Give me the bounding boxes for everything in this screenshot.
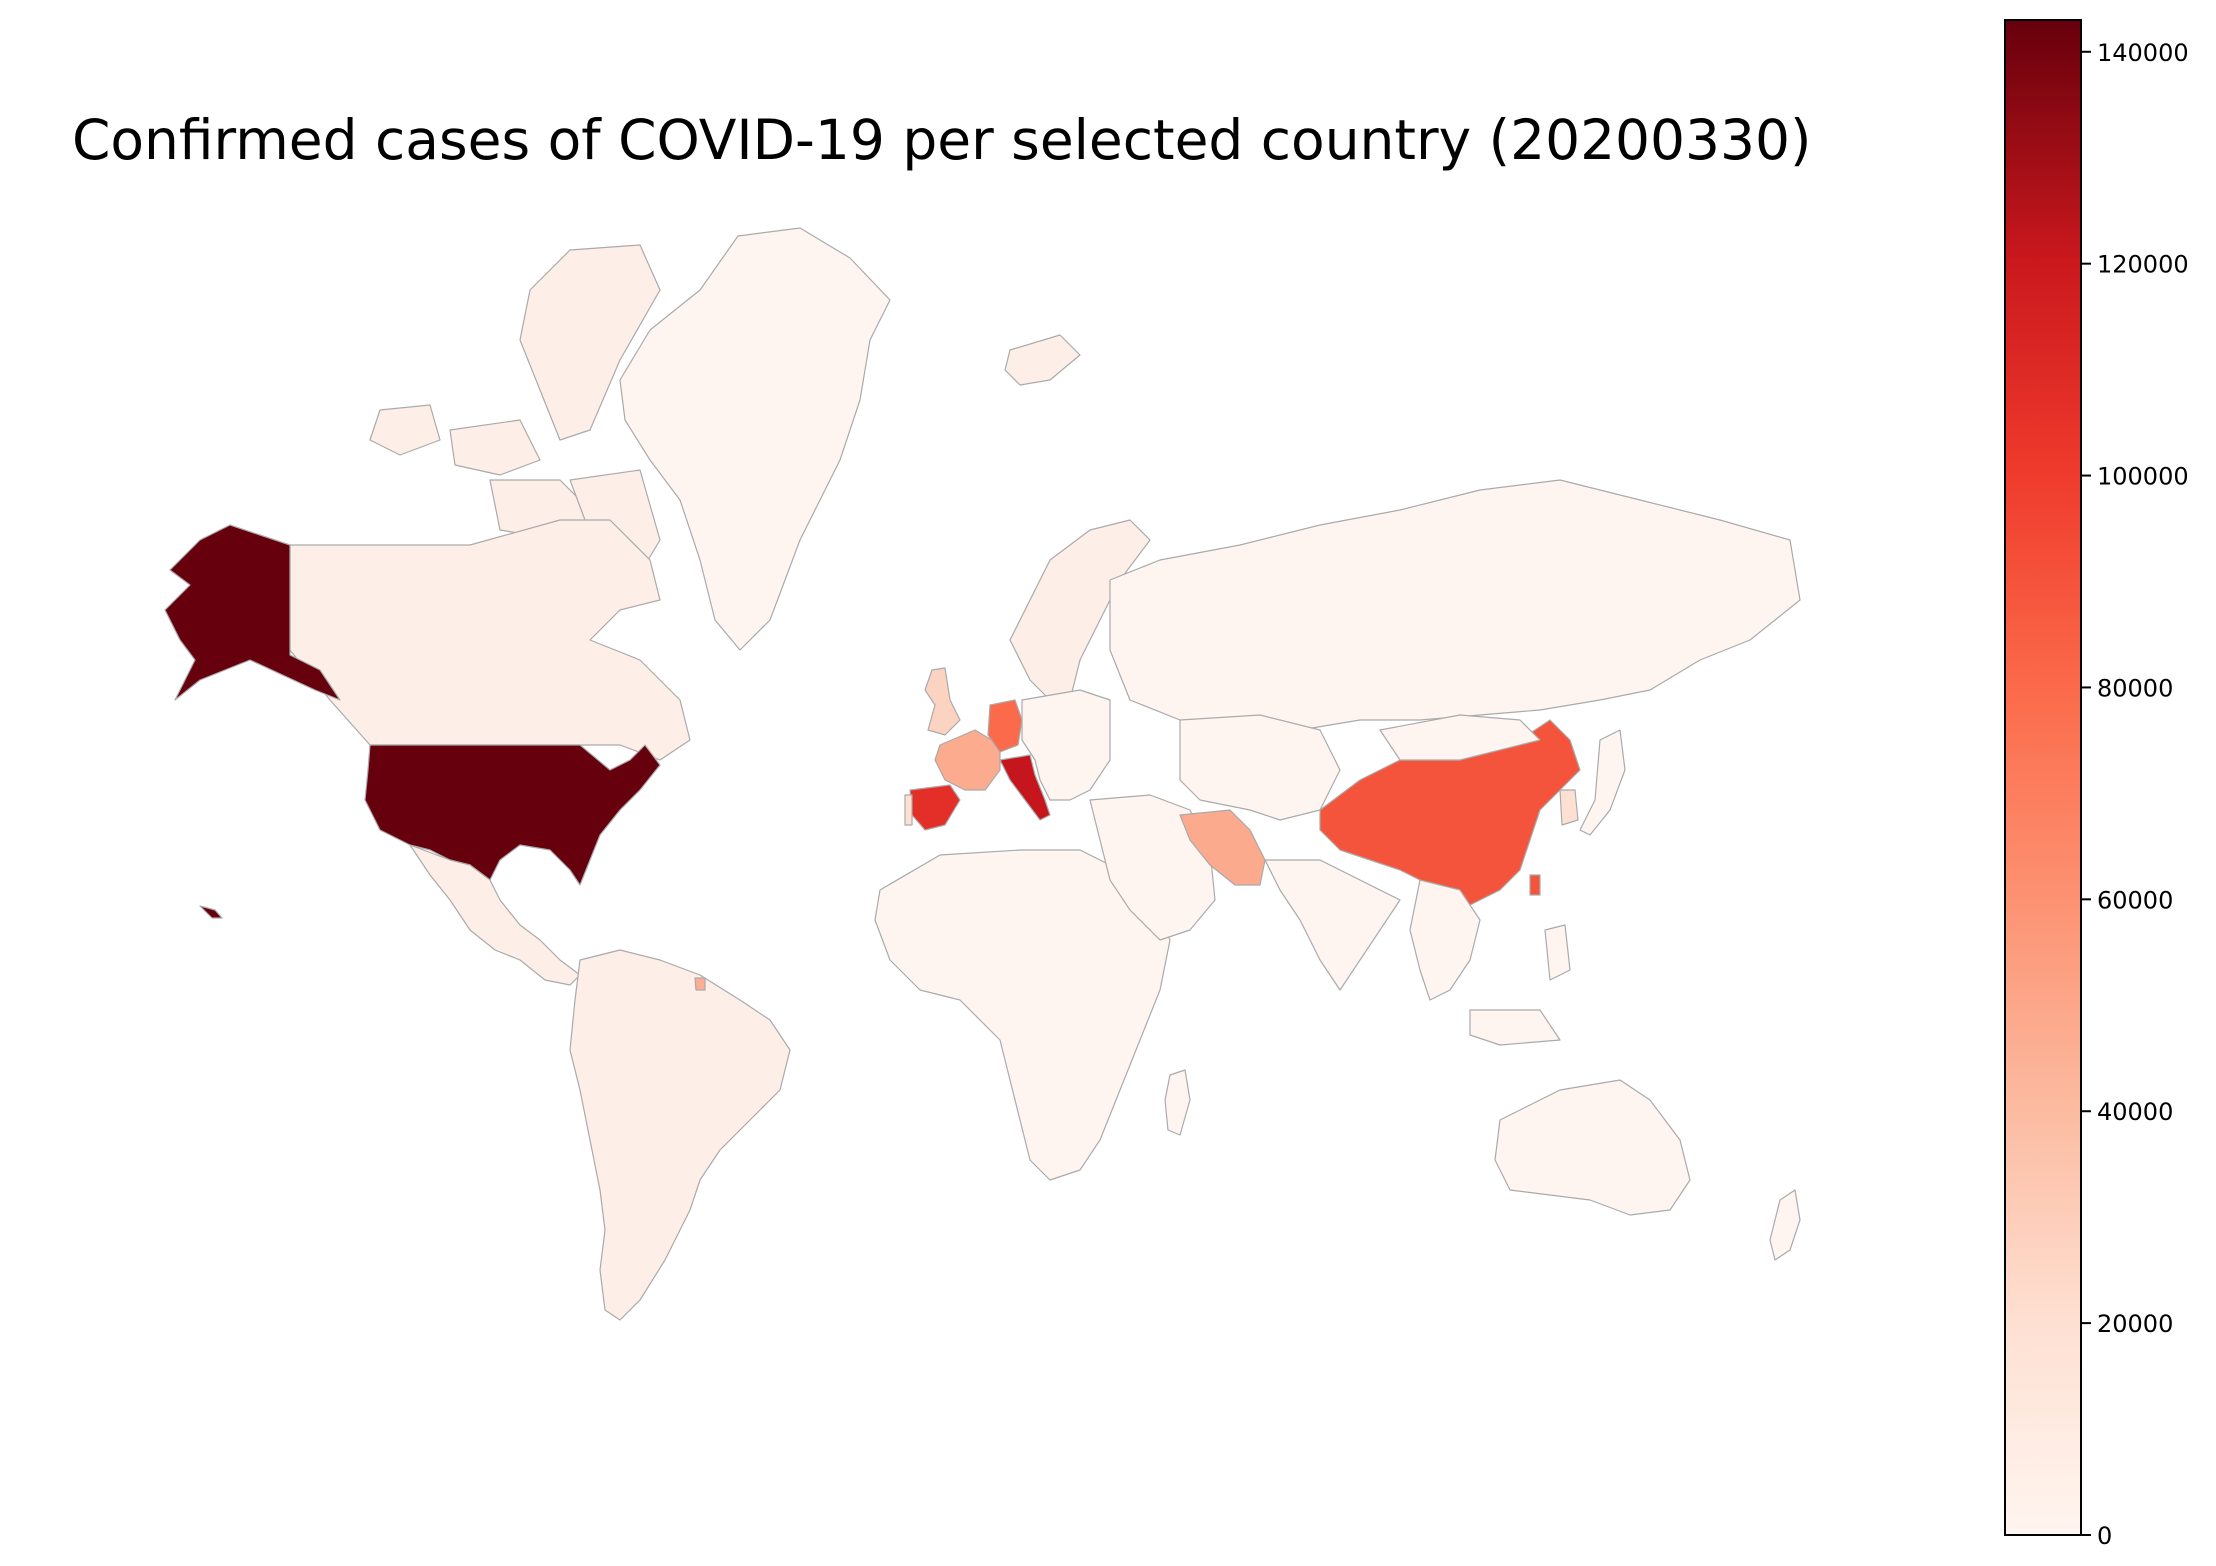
colorbar-tick-label: 120000 [2097,251,2189,279]
region-alaska [164,524,341,701]
region-arctic-island-a [369,404,441,456]
region-japan [1579,729,1626,836]
region-southeast-asia [1409,879,1481,1001]
region-mongolia [1379,714,1541,761]
region-greenland [619,227,891,651]
region-europe-rest [1021,689,1111,801]
region-taiwan [1529,874,1541,896]
colorbar-gradient [2004,19,2082,1536]
colorbar-tick-label: 0 [2097,1522,2112,1550]
region-korea [1559,789,1579,826]
region-portugal [904,794,913,826]
region-uk [924,667,961,736]
colorbar-tick-label: 140000 [2097,39,2189,67]
colorbar-tick-label: 60000 [2097,886,2173,914]
region-india [1264,859,1401,991]
colorbar-tick-label: 40000 [2097,1098,2173,1126]
region-hawaii [199,905,223,919]
region-iran [1179,809,1266,886]
region-madagascar [1164,1069,1191,1136]
region-french-guiana [694,977,706,991]
region-italy [999,754,1051,821]
region-new-zealand [1769,1189,1801,1261]
region-south-america [569,949,791,1321]
region-arctic-island-b [449,419,541,476]
colorbar-tick-label: 100000 [2097,463,2189,491]
region-germany [987,699,1023,753]
region-indonesia [1469,1009,1561,1046]
world-map [164,227,1801,1321]
region-middle-east [1089,794,1216,941]
colorbar-tick-label: 20000 [2097,1310,2173,1338]
region-africa [874,849,1171,1181]
region-central-asia [1179,714,1341,821]
colorbar-tick-label: 80000 [2097,674,2173,702]
region-philippines [1544,924,1571,981]
region-arctic-islands [519,244,661,441]
map-title: Confirmed cases of COVID-19 per selected… [72,108,1812,172]
region-iceland [1004,334,1081,386]
region-france [934,729,1001,791]
region-australia [1494,1079,1691,1216]
colorbar-ticks: 0 20000 40000 60000 80000 100000 120000 140000 [2081,39,2189,1550]
